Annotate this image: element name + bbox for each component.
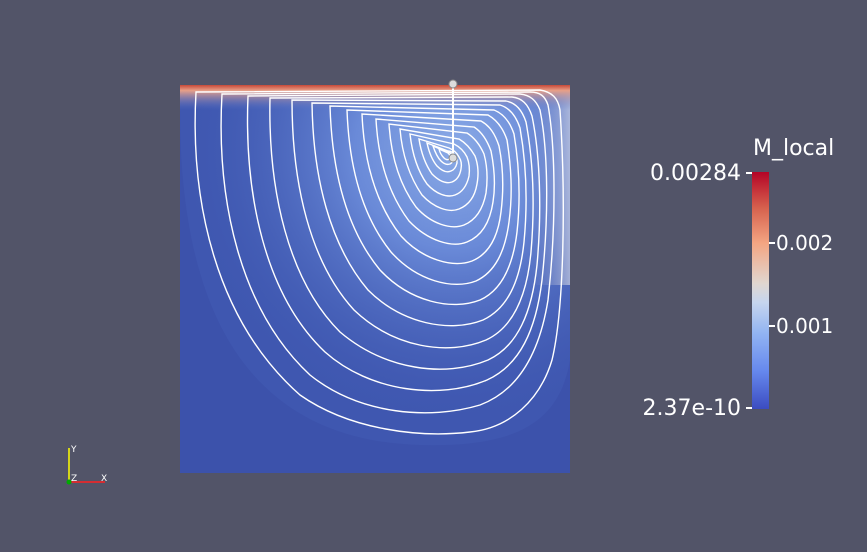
streamline: [194, 89, 564, 435]
streamline: [361, 113, 504, 265]
streamline: [399, 128, 479, 212]
streamline: [418, 138, 463, 184]
colorbar-tick: [746, 407, 752, 409]
streamlines: [194, 89, 564, 435]
streamline: [388, 123, 488, 228]
z-axis-marker: [66, 479, 72, 485]
x-axis-label: X: [101, 474, 107, 484]
streamline: [220, 91, 555, 414]
streamline: [329, 105, 520, 306]
colorbar-max-label: 0.00284: [650, 161, 741, 186]
y-axis-label: Y: [70, 445, 77, 455]
colorbar: [752, 172, 769, 409]
colorbar-title: M_local: [753, 136, 835, 161]
colorbar-min-label: 2.37e-10: [642, 396, 741, 421]
probe-handle-bottom: [448, 153, 458, 163]
streamline: [246, 93, 548, 392]
streamline: [291, 99, 534, 349]
streamline: [269, 96, 541, 370]
streamline: [409, 133, 471, 197]
colorbar-tick: [746, 172, 752, 174]
colorbar-tick-label: 0.001: [776, 314, 834, 338]
z-axis-label: Z: [71, 474, 77, 484]
probe-handle-top: [448, 79, 458, 89]
streamline: [375, 118, 496, 245]
orientation-axes: Y Z X: [66, 445, 107, 485]
colorbar-tick: [769, 325, 775, 327]
colorbar-tick-label: 0.002: [776, 231, 834, 255]
probe-line-widget[interactable]: [448, 79, 458, 163]
colorbar-tick: [769, 242, 775, 244]
streamline: [346, 109, 512, 286]
streamline: [311, 102, 527, 327]
cavity-field: [180, 85, 570, 473]
